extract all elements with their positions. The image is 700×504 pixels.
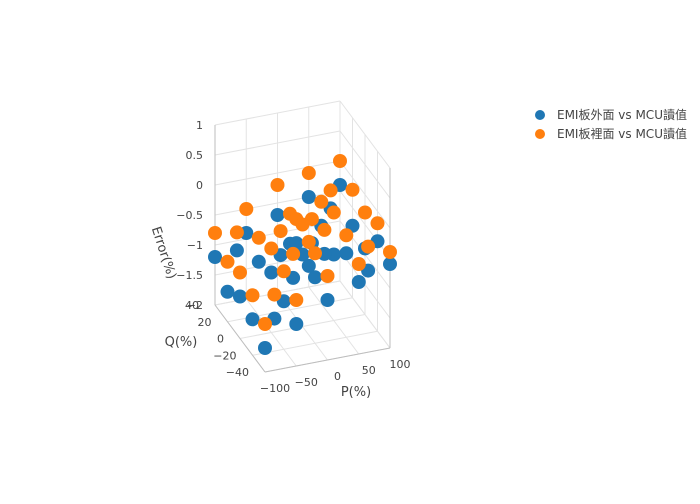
marker-series-2[interactable] xyxy=(358,205,372,220)
marker-series-1[interactable] xyxy=(289,317,304,331)
marker-series-2[interactable] xyxy=(258,317,272,331)
marker-series-1[interactable] xyxy=(383,257,397,271)
legend-label-series-1: EMI板外面 vs MCU讀值 xyxy=(557,107,687,122)
marker-series-1[interactable] xyxy=(258,341,272,355)
marker-series-2[interactable] xyxy=(339,228,354,243)
z-tick-label: 1 xyxy=(196,119,203,132)
marker-series-2[interactable] xyxy=(289,293,304,307)
y-tick-label: −20 xyxy=(213,349,236,362)
gridline-side-wall xyxy=(339,160,391,229)
marker-series-2[interactable] xyxy=(301,166,316,180)
y-axis-line xyxy=(214,304,266,373)
marker-series-2[interactable] xyxy=(308,246,322,261)
legend-item-series-1[interactable]: EMI板外面 vs MCU讀值 xyxy=(535,107,687,122)
legend: EMI板外面 vs MCU讀值 EMI板裡面 vs MCU讀值 xyxy=(535,107,687,141)
marker-series-2[interactable] xyxy=(314,194,329,209)
legend-item-series-2[interactable]: EMI板裡面 vs MCU讀值 xyxy=(535,126,687,141)
z-tick-label: −1 xyxy=(187,239,203,252)
legend-label-series-2: EMI板裡面 vs MCU讀值 xyxy=(557,126,687,141)
marker-series-2[interactable] xyxy=(317,222,332,237)
marker-series-1[interactable] xyxy=(289,236,304,251)
y-tick-label: 20 xyxy=(198,316,212,329)
x-tick-label: −50 xyxy=(295,376,318,389)
y-tick-label: 40 xyxy=(185,299,199,312)
legend-marker-series-2 xyxy=(535,129,545,139)
y-tick-label: 0 xyxy=(217,333,224,346)
marker-series-2[interactable] xyxy=(361,239,376,254)
marker-series-1[interactable] xyxy=(251,254,266,269)
marker-series-2[interactable] xyxy=(251,230,266,245)
marker-series-1[interactable] xyxy=(308,270,322,285)
marker-series-2[interactable] xyxy=(239,202,254,216)
marker-series-1[interactable] xyxy=(301,190,316,204)
marker-series-2[interactable] xyxy=(345,182,360,197)
marker-series-2[interactable] xyxy=(267,287,282,302)
marker-series-2[interactable] xyxy=(323,183,338,198)
marker-series-1[interactable] xyxy=(233,289,247,304)
marker-series-2[interactable] xyxy=(264,241,279,256)
marker-series-1[interactable] xyxy=(270,208,285,222)
legend-marker-series-1 xyxy=(535,110,545,120)
z-tick-label: −1.5 xyxy=(176,269,203,282)
marker-series-2[interactable] xyxy=(273,224,288,239)
marker-series-1[interactable] xyxy=(351,275,366,289)
gridline-back-wall xyxy=(214,130,341,156)
x-tick-label: 50 xyxy=(362,364,376,377)
marker-layer xyxy=(208,154,397,355)
marker-series-2[interactable] xyxy=(333,154,347,168)
y-tick-label: −40 xyxy=(226,366,249,379)
marker-series-2[interactable] xyxy=(233,265,247,280)
marker-series-1[interactable] xyxy=(320,293,335,307)
y-axis-title: Q(%) xyxy=(165,335,198,350)
marker-series-2[interactable] xyxy=(295,217,310,232)
x-axis-title: P(%) xyxy=(341,385,371,400)
marker-series-2[interactable] xyxy=(370,216,385,231)
z-axis-title: Error(%) xyxy=(148,225,179,281)
z-tick-label: 0 xyxy=(196,179,203,192)
x-axis-line xyxy=(264,347,391,373)
z-tick-label: 0.5 xyxy=(186,149,204,162)
marker-series-2[interactable] xyxy=(220,254,235,269)
marker-series-2[interactable] xyxy=(326,205,341,220)
x-tick-label: 0 xyxy=(334,370,341,383)
gridline-floor xyxy=(252,330,378,356)
gridline-back-wall xyxy=(214,160,341,186)
marker-series-2[interactable] xyxy=(276,264,291,279)
marker-series-1[interactable] xyxy=(229,243,244,258)
marker-series-2[interactable] xyxy=(286,246,301,261)
marker-series-2[interactable] xyxy=(383,245,397,259)
marker-series-1[interactable] xyxy=(208,250,222,264)
gridline-side-wall xyxy=(339,100,391,169)
marker-series-1[interactable] xyxy=(245,312,260,327)
marker-series-2[interactable] xyxy=(301,234,316,249)
marker-series-2[interactable] xyxy=(351,257,366,271)
gridline-back-wall xyxy=(214,190,341,216)
marker-series-2[interactable] xyxy=(245,288,260,303)
marker-series-2[interactable] xyxy=(229,225,244,240)
marker-series-2[interactable] xyxy=(320,269,335,283)
x-tick-label: 100 xyxy=(390,358,411,371)
z-tick-label: −0.5 xyxy=(176,209,203,222)
gridline-back-wall xyxy=(214,100,341,126)
marker-series-2[interactable] xyxy=(208,226,222,240)
marker-series-1[interactable] xyxy=(301,258,316,273)
marker-series-1[interactable] xyxy=(339,246,354,261)
marker-series-2[interactable] xyxy=(270,178,285,192)
marker-series-1[interactable] xyxy=(264,265,279,280)
gridline-side-wall xyxy=(339,130,391,199)
marker-series-1[interactable] xyxy=(220,284,235,299)
label-layer: −100 −50 0 50 100 −40 −20 0 20 40−2 −1.5 −1 −0.5 0 0.5… xyxy=(176,119,410,395)
x-tick-label: −100 xyxy=(260,382,290,395)
z-tick-label: −2 xyxy=(187,299,203,312)
